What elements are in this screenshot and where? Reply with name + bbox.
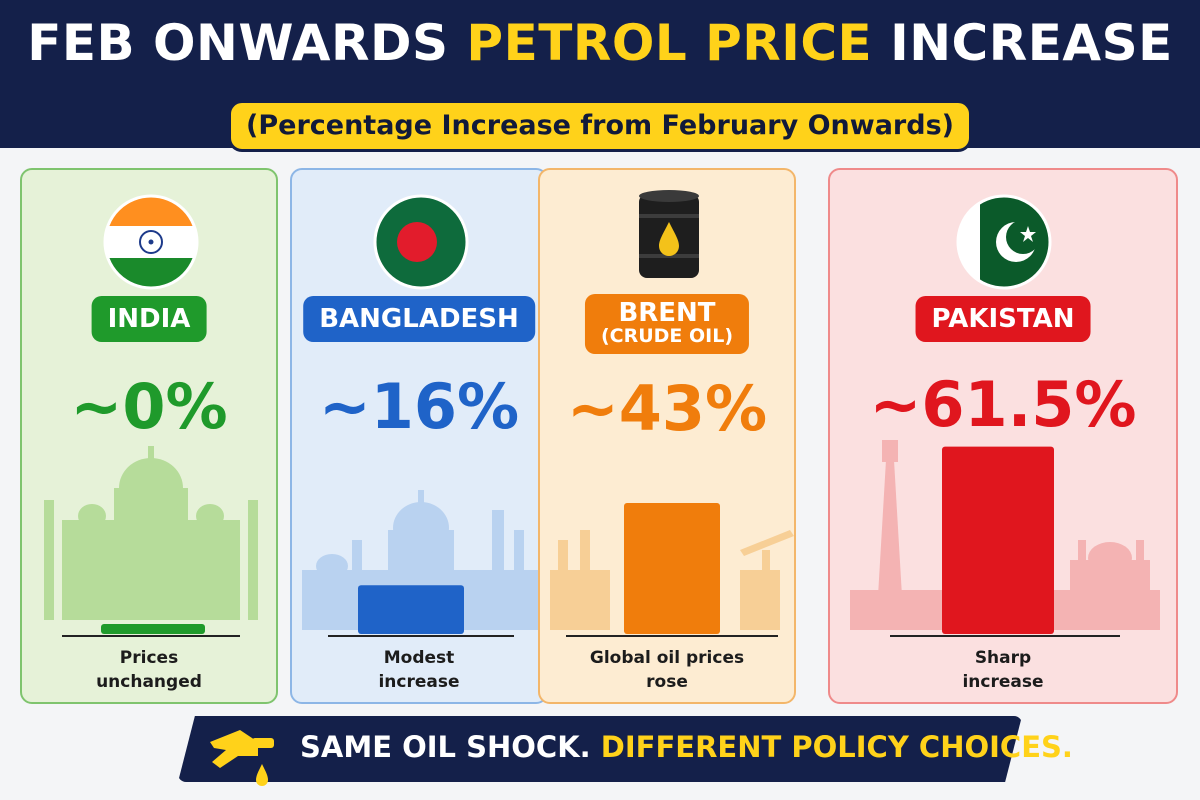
card-bangladesh: BANGLADESH ~16% Modest increase: [290, 168, 548, 704]
value-label-india: ~0%: [70, 370, 228, 443]
mosque-skyline: [302, 490, 540, 630]
title-part-1: FEB ONWARDS: [27, 14, 467, 72]
bar-brent: [624, 503, 720, 634]
caption-line-2: unchanged: [96, 672, 202, 692]
value-label-pakistan: ~61.5%: [869, 368, 1137, 441]
caption-line-1: Modest: [383, 648, 455, 668]
bangladesh-flag-icon: [371, 192, 471, 292]
refinery-skyline: [550, 530, 794, 630]
caption-line-1: Prices: [119, 648, 179, 668]
caption-line-2: increase: [962, 672, 1044, 692]
caption-line-2: rose: [646, 672, 688, 692]
label-bangladesh: BANGLADESH: [303, 296, 535, 342]
bar-pakistan: [942, 446, 1054, 634]
footer-message: SAME OIL SHOCK. DIFFERENT POLICY CHOICES…: [300, 730, 1073, 764]
chart-area-india: [44, 446, 258, 637]
label-pakistan: PAKISTAN: [915, 296, 1091, 342]
footer-text-part-1: SAME OIL SHOCK.: [300, 730, 601, 764]
label-india: INDIA: [91, 296, 207, 342]
caption-bangladesh: Modest increase: [292, 646, 546, 694]
caption-india: Prices unchanged: [22, 646, 276, 694]
value-label-bangladesh: ~16%: [318, 370, 520, 443]
footer-banner: [178, 716, 1022, 782]
bar-bangladesh: [358, 585, 464, 634]
caption-line-1: Global oil prices: [589, 648, 745, 668]
caption-line-1: Sharp: [974, 648, 1032, 668]
caption-line-2: increase: [378, 672, 460, 692]
label-brent: BRENT (CRUDE OIL): [584, 294, 750, 354]
india-flag-icon: [101, 192, 201, 292]
page-title: FEB ONWARDS PETROL PRICE INCREASE: [0, 14, 1200, 72]
value-label-brent: ~43%: [566, 372, 768, 445]
title-part-2: INCREASE: [872, 14, 1173, 72]
pakistan-flag-icon: [954, 192, 1054, 292]
card-pakistan: PAKISTAN ~61.5% Sharp increase: [828, 168, 1178, 704]
taj-mahal-skyline: [44, 446, 258, 620]
card-india: INDIA ~0% Prices unchanged: [20, 168, 278, 704]
chart-area-pakistan: [850, 440, 1160, 637]
card-brent: BRENT (CRUDE OIL) ~43% Global oil prices …: [538, 168, 796, 704]
title-highlight: PETROL PRICE: [466, 14, 873, 72]
oil-barrel-icon: [619, 186, 719, 286]
chart-area-brent: [550, 503, 794, 637]
subtitle-badge: (Percentage Increase from February Onwar…: [228, 100, 972, 152]
chart-area-bangladesh: [302, 490, 540, 637]
caption-brent: Global oil prices rose: [540, 646, 794, 694]
caption-pakistan: Sharp increase: [830, 646, 1176, 694]
bar-india: [101, 624, 205, 634]
footer-text-highlight: DIFFERENT POLICY CHOICES.: [600, 730, 1073, 764]
label-brent-sub: (CRUDE OIL): [600, 325, 734, 347]
fuel-nozzle-icon: [200, 712, 286, 790]
